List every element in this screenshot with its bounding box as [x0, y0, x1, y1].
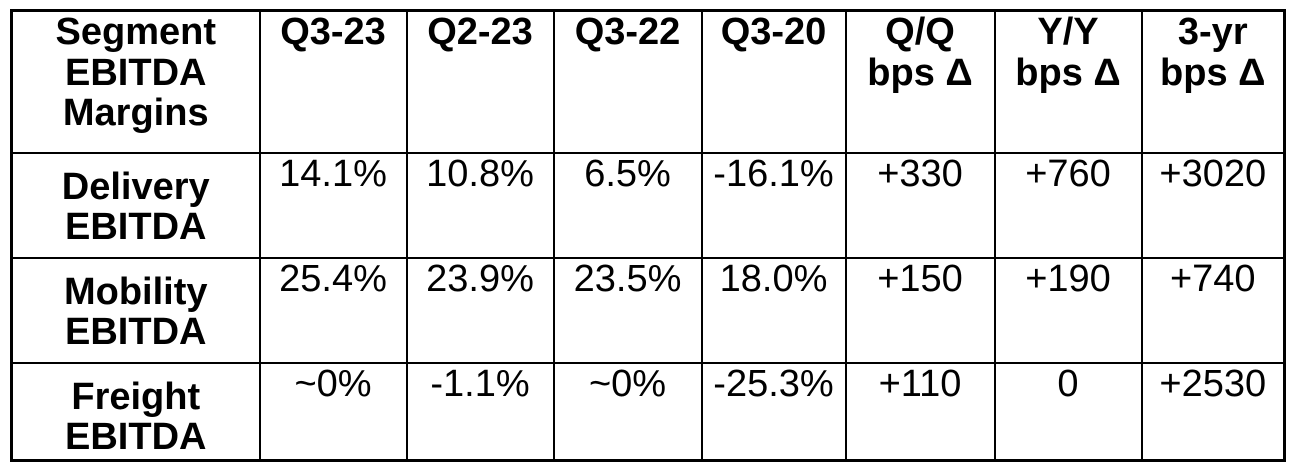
- data-cell-delivery-q2-23: 10.8%: [405, 151, 555, 259]
- data-cell-freight-q3-23: ~0%: [258, 361, 408, 462]
- data-cell-mobility-q2-23: 23.9%: [405, 256, 555, 364]
- data-cell-delivery-3yr-bps: +3020: [1140, 151, 1286, 259]
- header-row: Segment EBITDA Margins Q3-23 Q2-23 Q3-22…: [10, 9, 1286, 154]
- header-q3-20: Q3-20: [700, 9, 847, 154]
- data-cell-freight-q3-20: -25.3%: [700, 361, 847, 462]
- table-row-freight: Freight EBITDA ~0% -1.1% ~0% -25.3% +110…: [10, 361, 1286, 462]
- header-q2-23: Q2-23: [405, 9, 555, 154]
- data-cell-mobility-qq-bps: +150: [844, 256, 996, 364]
- header-3yr-bps-delta: 3-yr bps Δ: [1140, 9, 1286, 154]
- data-cell-delivery-q3-22: 6.5%: [552, 151, 703, 259]
- header-q3-23: Q3-23: [258, 9, 408, 154]
- header-qq-bps-delta: Q/Q bps Δ: [844, 9, 996, 154]
- row-label-mobility-ebitda: Mobility EBITDA: [10, 256, 261, 364]
- data-cell-delivery-q3-23: 14.1%: [258, 151, 408, 259]
- data-cell-freight-3yr-bps: +2530: [1140, 361, 1286, 462]
- data-cell-mobility-q3-23: 25.4%: [258, 256, 408, 364]
- data-cell-freight-qq-bps: +110: [844, 361, 996, 462]
- table-row-delivery: Delivery EBITDA 14.1% 10.8% 6.5% -16.1% …: [10, 151, 1286, 259]
- data-cell-freight-q3-22: ~0%: [552, 361, 703, 462]
- header-segment-ebitda-margins: Segment EBITDA Margins: [10, 9, 261, 154]
- data-cell-mobility-q3-20: 18.0%: [700, 256, 847, 364]
- table-row-mobility: Mobility EBITDA 25.4% 23.9% 23.5% 18.0% …: [10, 256, 1286, 364]
- row-label-delivery-ebitda: Delivery EBITDA: [10, 151, 261, 259]
- row-label-freight-ebitda: Freight EBITDA: [10, 361, 261, 462]
- data-cell-delivery-qq-bps: +330: [844, 151, 996, 259]
- segment-ebitda-margins-table: Segment EBITDA Margins Q3-23 Q2-23 Q3-22…: [10, 9, 1286, 462]
- header-yy-bps-delta: Y/Y bps Δ: [993, 9, 1143, 154]
- data-cell-freight-yy-bps: 0: [993, 361, 1143, 462]
- data-cell-freight-q2-23: -1.1%: [405, 361, 555, 462]
- data-cell-mobility-yy-bps: +190: [993, 256, 1143, 364]
- data-cell-delivery-yy-bps: +760: [993, 151, 1143, 259]
- data-cell-delivery-q3-20: -16.1%: [700, 151, 847, 259]
- data-cell-mobility-q3-22: 23.5%: [552, 256, 703, 364]
- data-cell-mobility-3yr-bps: +740: [1140, 256, 1286, 364]
- header-q3-22: Q3-22: [552, 9, 703, 154]
